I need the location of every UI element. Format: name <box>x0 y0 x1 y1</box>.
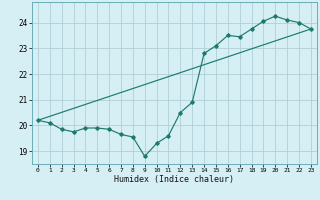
X-axis label: Humidex (Indice chaleur): Humidex (Indice chaleur) <box>115 175 234 184</box>
